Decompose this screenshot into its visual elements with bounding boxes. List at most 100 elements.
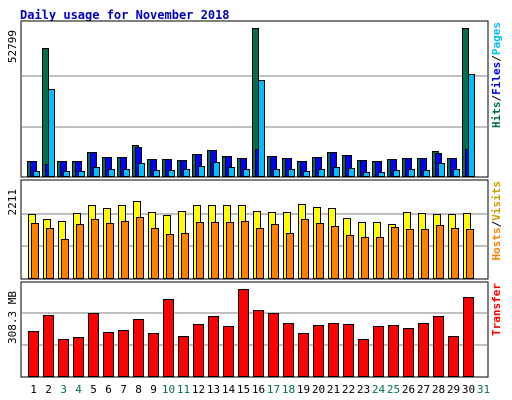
- hosts-bar-day-3: [61, 239, 69, 279]
- pages-bar-day-22: [348, 168, 355, 177]
- x-tick-label-day-10: 10: [162, 383, 175, 396]
- x-tick-label-day-31: 31: [477, 383, 490, 396]
- x-tick-label-day-30: 30: [462, 383, 475, 396]
- panel-visits-ylabel-part-2: Visits: [490, 181, 503, 221]
- x-tick-label-day-17: 17: [267, 383, 280, 396]
- x-axis-labels: 1 2 3 4 5 6 7 8 9 10 11 12 13 14 15 16 17 18 19 20 21 22 23 24 2…: [30, 383, 490, 396]
- transfer-bar-day-27: [418, 323, 429, 377]
- pages-bar-day-28: [438, 163, 445, 177]
- pages-bar-day-12: [198, 166, 205, 177]
- x-tick-label-day-15: 15: [237, 383, 250, 396]
- pages-bar-day-1: [33, 171, 40, 177]
- pages-bar-day-8: [138, 163, 145, 177]
- transfer-bar-day-26: [403, 328, 414, 377]
- panel-hits-ymax-label: 52799: [6, 30, 19, 63]
- transfer-bar-day-24: [373, 326, 384, 377]
- hosts-bar-day-12: [196, 222, 204, 279]
- x-tick-label-day-8: 8: [135, 383, 142, 396]
- hosts-bar-day-8: [136, 217, 144, 279]
- transfer-bar-day-12: [193, 324, 204, 377]
- hosts-bar-day-27: [421, 229, 429, 279]
- panel-hits-ylabel-part-3: /: [490, 55, 503, 62]
- x-tick-label-day-25: 25: [387, 383, 400, 396]
- transfer-bar-day-18: [283, 323, 294, 377]
- pages-bar-day-4: [78, 171, 85, 177]
- x-tick-label-day-6: 6: [105, 383, 112, 396]
- pages-bar-day-16: [258, 80, 265, 177]
- transfer-bar-day-23: [358, 339, 369, 377]
- hosts-bar-day-9: [151, 228, 159, 279]
- transfer-bar-day-1: [28, 331, 39, 377]
- panel-kbytes-ymax-label: 308.3 MB: [6, 291, 19, 344]
- transfer-bar-day-8: [133, 319, 144, 377]
- x-tick-label-day-18: 18: [282, 383, 295, 396]
- pages-bar-day-10: [168, 170, 175, 177]
- transfer-bar-day-30: [463, 297, 474, 377]
- hits-bar-day-2: [42, 48, 49, 177]
- panel-visits-ymax-label: 2211: [6, 189, 19, 216]
- x-tick-label-day-24: 24: [372, 383, 386, 396]
- pages-bar-day-18: [288, 169, 295, 177]
- hosts-bar-day-7: [121, 221, 129, 279]
- pages-bar-day-24: [378, 172, 385, 177]
- hosts-bar-day-17: [271, 224, 279, 279]
- x-tick-label-day-13: 13: [207, 383, 220, 396]
- pages-bar-day-17: [273, 169, 280, 177]
- hosts-bar-day-2: [46, 228, 54, 279]
- pages-bar-day-19: [303, 171, 310, 177]
- panel-hits-ylabel-part-0: Hits: [490, 102, 503, 129]
- hosts-bar-day-22: [346, 235, 354, 279]
- x-tick-label-day-22: 22: [342, 383, 355, 396]
- transfer-bar-day-7: [118, 330, 129, 377]
- transfer-bar-day-9: [148, 333, 159, 377]
- pages-bar-day-30: [468, 74, 475, 177]
- pages-bar-day-29: [453, 169, 460, 177]
- transfer-bar-day-6: [103, 332, 114, 377]
- hosts-bar-day-21: [331, 226, 339, 279]
- chart-title: Daily usage for November 2018: [20, 8, 230, 22]
- transfer-bar-day-15: [238, 289, 249, 377]
- series-transfer: [28, 289, 474, 377]
- x-tick-label-day-4: 4: [75, 383, 82, 396]
- transfer-bar-day-22: [343, 324, 354, 377]
- transfer-bar-day-20: [313, 325, 324, 377]
- x-tick-label-day-21: 21: [327, 383, 340, 396]
- transfer-bar-day-13: [208, 316, 219, 377]
- x-tick-label-day-23: 23: [357, 383, 370, 396]
- series-hosts: [31, 217, 474, 279]
- x-tick-label-day-3: 3: [60, 383, 67, 396]
- transfer-bar-day-5: [88, 313, 99, 377]
- panel-visits-ylabel-part-1: /: [490, 220, 503, 227]
- x-tick-label-day-19: 19: [297, 383, 310, 396]
- pages-bar-day-27: [423, 170, 430, 177]
- hosts-bar-day-29: [451, 228, 459, 279]
- transfer-bar-day-3: [58, 339, 69, 377]
- pages-bar-day-9: [153, 170, 160, 177]
- hosts-bar-day-11: [181, 233, 189, 279]
- pages-bar-day-15: [243, 169, 250, 177]
- pages-bar-day-20: [318, 169, 325, 177]
- pages-bar-day-5: [93, 167, 100, 177]
- panel-visits-ylabel: Hosts/Visits: [490, 181, 503, 261]
- hosts-bar-day-5: [91, 219, 99, 279]
- x-tick-label-day-29: 29: [447, 383, 460, 396]
- x-tick-label-day-5: 5: [90, 383, 97, 396]
- x-tick-label-day-27: 27: [417, 383, 430, 396]
- transfer-bar-day-19: [298, 333, 309, 377]
- x-tick-label-day-11: 11: [177, 383, 190, 396]
- x-tick-label-day-7: 7: [120, 383, 127, 396]
- panel-hits-ylabel-part-1: /: [490, 95, 503, 102]
- panel-kbytes-ylabel-part-0: Transfer: [490, 283, 503, 336]
- transfer-bar-day-14: [223, 326, 234, 377]
- pages-bar-day-25: [393, 170, 400, 177]
- panel-visits: 2211 Hosts/Visits: [6, 179, 503, 280]
- transfer-bar-day-11: [178, 336, 189, 377]
- hosts-bar-day-23: [361, 237, 369, 279]
- pages-bar-day-26: [408, 169, 415, 177]
- hosts-bar-day-30: [466, 229, 474, 279]
- hosts-bar-day-28: [436, 225, 444, 279]
- x-tick-label-day-14: 14: [222, 383, 236, 396]
- series-pages: [33, 74, 475, 177]
